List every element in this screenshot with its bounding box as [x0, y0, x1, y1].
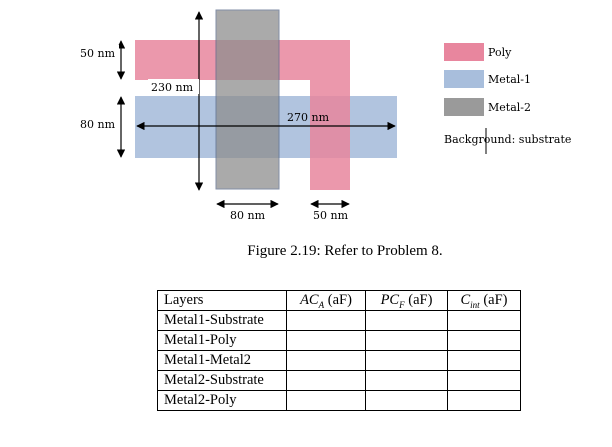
- metal2-shape: [215, 9, 280, 190]
- cell-aca[interactable]: [286, 310, 366, 331]
- metal2-width-label: 80 nm: [230, 209, 266, 222]
- table-row: Metal1-Substrate: [157, 310, 521, 331]
- legend-swatch-poly: [444, 43, 484, 61]
- row-layer-label: Metal1-Poly: [157, 330, 287, 351]
- table-row: Metal2-Poly: [157, 390, 521, 411]
- cell-pcf[interactable]: [365, 390, 448, 411]
- cell-aca[interactable]: [286, 350, 366, 371]
- metal1-height-label: 80 nm: [80, 118, 116, 131]
- table-header-row: Layers ACA (aF) PCF (aF) Cint (aF): [157, 290, 521, 311]
- metal1-width-label: 270 nm: [287, 111, 330, 124]
- legend-label-metal2: Metal-2: [488, 101, 531, 114]
- poly-shape-vertical: [310, 80, 350, 190]
- cell-cint[interactable]: [447, 370, 521, 391]
- header-cint: Cint (aF): [447, 290, 521, 311]
- header-aca: ACA (aF): [286, 290, 366, 311]
- table-row: Metal2-Substrate: [157, 370, 521, 391]
- row-layer-label: Metal1-Metal2: [157, 350, 287, 371]
- table-row: Metal1-Metal2: [157, 350, 521, 371]
- row-layer-label: Metal2-Poly: [157, 390, 287, 411]
- cell-pcf[interactable]: [365, 330, 448, 351]
- capacitance-table: Layers ACA (aF) PCF (aF) Cint (aF) Metal…: [157, 290, 521, 411]
- cell-pcf[interactable]: [365, 350, 448, 371]
- cell-cint[interactable]: [447, 330, 521, 351]
- row-layer-label: Metal1-Substrate: [157, 310, 287, 331]
- legend-swatch-metal1: [444, 70, 484, 88]
- background-note: Background: substrate: [444, 133, 571, 146]
- cell-pcf[interactable]: [365, 310, 448, 331]
- poly-height-label: 50 nm: [80, 47, 116, 60]
- layout-figure: 50 nm 230 nm 80 nm 270 nm 80 nm 50 nm Po…: [80, 9, 571, 222]
- cell-cint[interactable]: [447, 350, 521, 371]
- legend-label-metal1: Metal-1: [488, 73, 531, 86]
- cell-aca[interactable]: [286, 370, 366, 391]
- header-layers: Layers: [157, 290, 287, 311]
- figure-caption: Figure 2.19: Refer to Problem 8.: [247, 243, 443, 259]
- cell-cint[interactable]: [447, 390, 521, 411]
- legend-label-poly: Poly: [488, 46, 512, 59]
- header-pcf: PCF (aF): [365, 290, 448, 311]
- table-row: Metal1-Poly: [157, 330, 521, 351]
- row-layer-label: Metal2-Substrate: [157, 370, 287, 391]
- cell-aca[interactable]: [286, 330, 366, 351]
- cell-cint[interactable]: [447, 310, 521, 331]
- legend-swatch-metal2: [444, 98, 484, 116]
- gap-label: 230 nm: [151, 81, 194, 94]
- poly-width-label: 50 nm: [313, 209, 349, 222]
- cell-aca[interactable]: [286, 390, 366, 411]
- cell-pcf[interactable]: [365, 370, 448, 391]
